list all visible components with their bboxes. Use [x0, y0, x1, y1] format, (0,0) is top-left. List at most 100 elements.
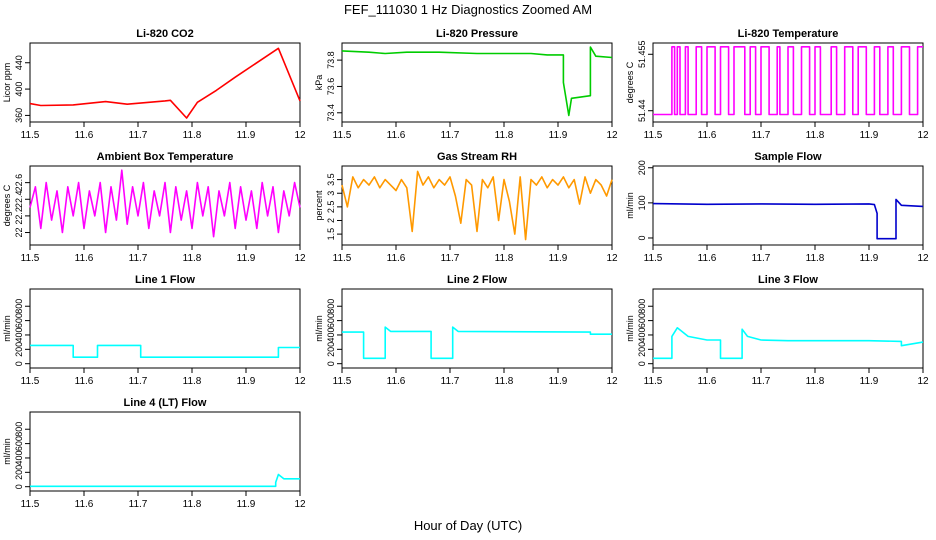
y-axis-label: Licor ppm — [2, 63, 12, 103]
x-tick-label: 12 — [917, 376, 929, 387]
plot-frame — [341, 288, 613, 369]
x-tick-label: 12 — [606, 130, 618, 141]
x-axis-title: Hour of Day (UTC) — [413, 518, 523, 533]
plot-frame — [652, 288, 924, 369]
y-axis-label: ml/min — [2, 438, 12, 465]
panel-title: Sample Flow — [754, 151, 822, 163]
panel-title: Ambient Box Temperature — [97, 151, 234, 163]
x-tick-label: 11.8 — [495, 376, 514, 387]
x-tick-label: 11.7 — [129, 130, 148, 141]
x-tick-label: 11.6 — [75, 130, 94, 141]
x-tick-label: 11.5 — [644, 130, 663, 141]
y-tick-label: 3 — [326, 191, 336, 196]
panel-title: Line 1 Flow — [135, 274, 195, 286]
y-tick-label: 600 — [637, 313, 647, 328]
x-tick-label: 11.5 — [21, 499, 40, 510]
x-tick-label: 11.5 — [21, 130, 40, 141]
y-tick-label: 360 — [14, 108, 24, 123]
y-tick-label: 200 — [637, 342, 647, 357]
x-tick-label: 11.8 — [183, 376, 202, 387]
y-tick-label: 73.4 — [326, 104, 336, 122]
y-tick-label: 800 — [637, 299, 647, 314]
panel-2: Li-820 Pressure kPa 11.5 11.6 11.7 11.8 11.9 12… — [314, 28, 618, 141]
x-tick-label: 11.8 — [183, 253, 202, 264]
y-tick-label: 2 — [326, 218, 336, 223]
y-tick-label: 600 — [14, 313, 24, 328]
y-tick-label: 400 — [14, 82, 24, 97]
x-tick-label: 12 — [917, 253, 929, 264]
x-tick-label: 11.5 — [21, 376, 40, 387]
x-tick-label: 11.9 — [237, 376, 256, 387]
y-tick-label: 51.455 — [637, 41, 647, 69]
y-axis-label: degrees C — [625, 61, 635, 103]
panel-title: Gas Stream RH — [437, 151, 517, 163]
x-tick-label: 11.8 — [806, 376, 825, 387]
x-tick-label: 11.6 — [698, 376, 717, 387]
y-axis-label: ml/min — [314, 315, 324, 342]
panel-title: Li-820 Pressure — [436, 28, 518, 40]
x-tick-label: 11.9 — [860, 253, 879, 264]
x-tick-label: 12 — [294, 376, 306, 387]
x-tick-label: 11.9 — [237, 253, 256, 264]
x-tick-label: 11.5 — [333, 130, 352, 141]
y-tick-label: 3.5 — [326, 173, 336, 186]
plot-frame — [29, 288, 301, 369]
x-tick-label: 11.5 — [644, 376, 663, 387]
plot-frame — [341, 165, 613, 246]
series-line — [653, 45, 923, 116]
y-tick-label: 600 — [14, 436, 24, 451]
series-line — [341, 170, 613, 241]
panel-10: Line 4 (LT) Flow ml/min 11.5 11.6 11.7 11.8 11… — [2, 397, 306, 510]
y-tick-label: 73.8 — [326, 51, 336, 69]
x-tick-label: 11.5 — [333, 253, 352, 264]
x-tick-label: 12 — [294, 253, 306, 264]
y-tick-label: 22.6 — [14, 174, 24, 192]
x-tick-label: 11.9 — [860, 130, 879, 141]
y-tick-label: 2.5 — [326, 201, 336, 214]
y-tick-label: 200 — [637, 160, 647, 175]
x-tick-label: 11.7 — [129, 499, 148, 510]
y-axis-label: ml/min — [625, 192, 635, 219]
y-tick-label: 400 — [14, 450, 24, 465]
panel-title: Line 3 Flow — [758, 274, 818, 286]
y-tick-label: 22.4 — [14, 190, 24, 208]
x-tick-label: 11.9 — [549, 376, 568, 387]
y-tick-label: 400 — [637, 327, 647, 342]
y-axis-label: ml/min — [625, 315, 635, 342]
y-tick-label: 22.2 — [14, 207, 24, 225]
y-tick-label: 0 — [637, 235, 647, 240]
y-tick-label: 0 — [326, 361, 336, 366]
x-tick-label: 11.8 — [806, 253, 825, 264]
y-tick-label: 200 — [14, 465, 24, 480]
series-line — [29, 47, 301, 119]
y-tick-label: 0 — [637, 361, 647, 366]
series-line — [342, 326, 612, 360]
panel-6: Sample Flow ml/min 11.5 11.6 11.7 11.8 11.9 12 0… — [625, 151, 929, 264]
x-tick-label: 11.9 — [549, 130, 568, 141]
x-tick-label: 11.7 — [752, 130, 771, 141]
y-tick-label: 440 — [14, 55, 24, 70]
x-tick-label: 12 — [294, 499, 306, 510]
x-tick-label: 11.8 — [495, 130, 514, 141]
y-tick-label: 51.44 — [637, 99, 647, 122]
plot-frame — [341, 42, 613, 123]
y-axis-label: degrees C — [2, 184, 12, 226]
panel-8: Line 2 Flow ml/min 11.5 11.6 11.7 11.8 11.9 12 0… — [314, 274, 618, 387]
x-tick-label: 11.5 — [21, 253, 40, 264]
x-tick-label: 11.6 — [387, 253, 406, 264]
plot-frame — [652, 42, 924, 123]
x-tick-label: 12 — [294, 130, 306, 141]
x-tick-label: 11.9 — [549, 253, 568, 264]
y-tick-label: 1.5 — [326, 228, 336, 241]
x-tick-label: 11.6 — [698, 130, 717, 141]
x-tick-label: 12 — [606, 376, 618, 387]
y-tick-label: 22 — [14, 228, 24, 238]
series-line — [30, 344, 300, 359]
panel-1: Li-820 CO2 Licor ppm 11.5 11.6 11.7 11.8 11.9 1… — [2, 28, 306, 141]
x-tick-label: 11.9 — [860, 376, 879, 387]
y-tick-label: 800 — [326, 299, 336, 314]
y-tick-label: 100 — [637, 195, 647, 210]
x-tick-label: 11.8 — [183, 499, 202, 510]
y-tick-label: 800 — [14, 299, 24, 314]
x-tick-label: 11.6 — [387, 376, 406, 387]
